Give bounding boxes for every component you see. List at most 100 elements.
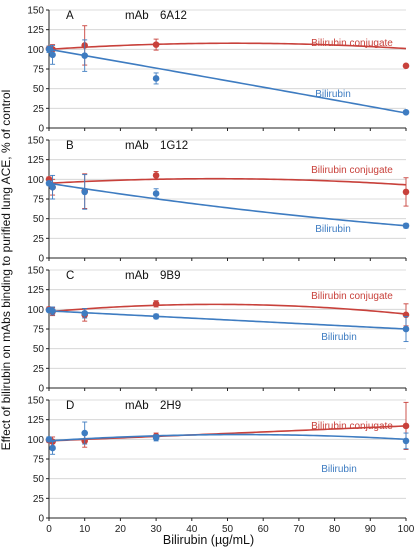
series-conjugate: Bilirubin conjugate	[45, 165, 410, 209]
y-tick-label: 100	[27, 45, 44, 56]
data-point	[402, 108, 410, 116]
panel-letter: C	[66, 270, 74, 282]
y-tick-label: 150	[27, 136, 44, 147]
x-tick-label: 0	[46, 524, 52, 535]
series-label: Bilirubin conjugate	[311, 291, 393, 302]
data-point	[81, 188, 88, 196]
fit-curve	[48, 433, 407, 442]
data-point	[152, 300, 160, 308]
series-bilirubin: Bilirubin	[45, 306, 410, 343]
y-tick-label: 150	[27, 396, 44, 407]
data-point	[49, 51, 56, 59]
data-point	[152, 434, 160, 442]
clone-label: 1G12	[160, 140, 188, 152]
x-tick-label: 80	[329, 524, 341, 535]
series-conjugate: Bilirubin conjugate	[45, 401, 410, 451]
panel-d: 0 25 50 75 100 125 150 0 10 20 30 40 50 60 70 80 90 100 D m…	[27, 396, 414, 536]
y-tick-label: 150	[27, 266, 44, 277]
data-point	[49, 444, 56, 452]
fit-curve	[48, 182, 407, 227]
x-tick-label: 20	[115, 524, 127, 535]
data-point	[402, 325, 410, 333]
y-tick-label: 75	[33, 325, 45, 336]
antibody-label: mAb	[125, 10, 149, 22]
y-tick-label: 50	[33, 344, 45, 355]
fit-curve	[48, 177, 407, 186]
data-point	[49, 307, 56, 315]
data-point	[45, 46, 53, 53]
y-tick-label: 125	[27, 155, 44, 166]
data-point	[81, 429, 88, 437]
x-tick-label: 90	[365, 524, 377, 535]
y-tick-label: 125	[27, 415, 44, 426]
series-conjugate: Bilirubin conjugate	[45, 25, 410, 70]
y-tick-label: 150	[27, 6, 44, 17]
y-tick-label: 0	[38, 514, 44, 525]
data-point	[402, 437, 410, 445]
y-tick-label: 75	[33, 455, 45, 466]
fit-curve	[48, 42, 407, 51]
panel-letter: D	[66, 400, 74, 412]
data-point	[152, 313, 160, 320]
y-tick-label: 100	[27, 435, 44, 446]
x-tick-label: 60	[258, 524, 270, 535]
y-tick-label: 50	[33, 474, 45, 485]
data-point	[152, 75, 160, 82]
antibody-label: mAb	[125, 400, 149, 412]
fit-curve	[48, 310, 407, 330]
clone-label: 9B9	[160, 270, 180, 282]
series-label: Bilirubin conjugate	[311, 165, 393, 176]
y-tick-label: 0	[38, 254, 44, 265]
data-point	[152, 41, 160, 48]
y-tick-label: 0	[38, 384, 44, 395]
y-tick-label: 50	[33, 214, 45, 225]
data-point	[152, 190, 160, 197]
y-axis-label-text: Effect of bilirubin on mAbs binding to p…	[0, 89, 13, 451]
data-point	[402, 422, 410, 430]
series-bilirubin: Bilirubin	[45, 39, 410, 116]
y-tick-label: 75	[33, 65, 45, 76]
x-tick-label: 50	[222, 524, 234, 535]
y-tick-label: 0	[38, 124, 44, 135]
data-point	[45, 436, 53, 443]
series-label: Bilirubin	[321, 464, 357, 475]
series-label: Bilirubin	[321, 332, 357, 343]
y-tick-label: 25	[33, 364, 45, 375]
data-point	[402, 188, 410, 196]
fit-curve	[48, 425, 407, 442]
antibody-label: mAb	[125, 270, 149, 282]
data-point	[152, 172, 160, 179]
data-point	[402, 222, 410, 230]
y-tick-label: 50	[33, 84, 45, 95]
data-point	[49, 183, 56, 191]
x-tick-label: 100	[398, 524, 415, 535]
fit-curve	[48, 303, 407, 315]
series-label: Bilirubin	[315, 89, 351, 100]
data-point	[402, 62, 410, 70]
y-tick-label: 25	[33, 494, 45, 505]
y-tick-label: 25	[33, 104, 45, 115]
series-bilirubin: Bilirubin	[45, 174, 410, 235]
panel-letter: B	[66, 140, 74, 152]
x-tick-label: 40	[186, 524, 198, 535]
series-bilirubin: Bilirubin	[45, 421, 410, 475]
x-axis-label: Bilirubin (µg/mL)	[162, 533, 255, 547]
clone-label: 6A12	[160, 10, 187, 22]
x-tick-label: 10	[79, 524, 91, 535]
series-label: Bilirubin conjugate	[311, 38, 393, 49]
y-tick-label: 100	[27, 305, 44, 316]
series-label: Bilirubin conjugate	[311, 421, 393, 432]
panel-letter: A	[66, 10, 74, 22]
y-tick-label: 25	[33, 234, 45, 245]
antibody-label: mAb	[125, 140, 149, 152]
clone-label: 2H9	[160, 400, 181, 412]
y-tick-label: 125	[27, 285, 44, 296]
y-tick-label: 125	[27, 25, 44, 36]
y-tick-label: 75	[33, 195, 45, 206]
data-point	[81, 52, 88, 59]
fit-curve	[48, 48, 407, 114]
